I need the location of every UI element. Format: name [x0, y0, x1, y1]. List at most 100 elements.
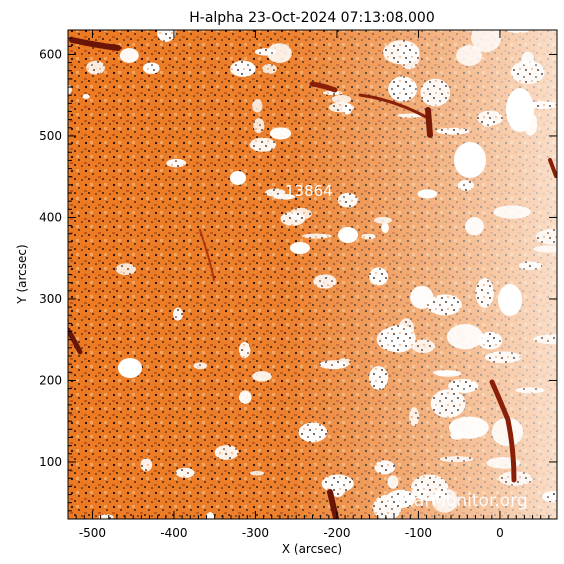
plage-patch: [439, 456, 474, 463]
plage-patch: [290, 242, 310, 254]
plage-patch: [193, 362, 208, 370]
plage-patch: [172, 307, 184, 321]
plage-patch: [369, 267, 389, 286]
plage-patch: [506, 88, 534, 132]
dark-filaments: [68, 37, 557, 519]
x-tick-label: -100: [405, 526, 432, 540]
plage-patch: [493, 205, 531, 219]
plage-patch: [313, 274, 337, 289]
plage-patch: [507, 30, 529, 33]
plage-patch: [289, 207, 312, 220]
plage-patch: [157, 30, 176, 42]
plage-patch: [214, 445, 239, 460]
plage-patch: [397, 113, 424, 118]
plage-patch: [518, 261, 543, 271]
x-tick-label: -500: [79, 526, 106, 540]
plage-patch: [381, 222, 389, 234]
plage-patch: [206, 512, 215, 519]
plage-patch: [475, 277, 494, 308]
plage-patch: [477, 110, 503, 126]
plage-patch: [328, 102, 355, 113]
plage-patch: [411, 339, 436, 353]
plage-patch: [338, 357, 351, 367]
plage-patch: [383, 40, 420, 65]
plage-patch: [252, 99, 263, 113]
plage-patch: [267, 43, 292, 63]
x-tick-label: -400: [160, 526, 187, 540]
x-axis: -500 -400 -300 -200 -100 0: [67, 30, 558, 540]
y-tick-label: 200: [39, 373, 62, 387]
y-tick-label: 300: [39, 292, 62, 306]
plage-patch: [252, 371, 272, 382]
plage-patch: [498, 284, 522, 316]
plage-patch: [119, 48, 139, 63]
plage-patch: [387, 475, 399, 489]
plage-patch: [249, 137, 277, 152]
plage-patch: [82, 94, 90, 99]
plage-patch: [86, 60, 106, 75]
plage-patch: [435, 370, 462, 377]
plage-patch: [471, 30, 502, 53]
plage-patch: [142, 62, 160, 74]
plage-patch: [535, 228, 557, 245]
x-tick-label: -300: [242, 526, 269, 540]
plage-patch: [448, 378, 479, 394]
y-axis-label: Y (arcsec): [15, 244, 29, 304]
plage-patch: [416, 482, 427, 496]
plage-patch: [381, 328, 414, 334]
plage-patch: [542, 490, 557, 503]
plage-patch: [533, 245, 557, 253]
plage-patch: [427, 294, 462, 316]
plage-patch: [140, 458, 153, 472]
x-tick-label: 0: [496, 526, 504, 540]
plage-patch: [238, 341, 251, 359]
plage-patch: [454, 142, 486, 178]
plage-patch: [409, 407, 419, 427]
plage-patch: [420, 78, 451, 107]
plage-patch: [273, 193, 296, 200]
plage-patch: [361, 233, 376, 240]
y-tick-label: 100: [39, 455, 62, 469]
plage-patch: [373, 216, 392, 224]
x-axis-label: X (arcsec): [282, 542, 342, 556]
plage-patch: [301, 233, 332, 239]
plage-patch: [477, 331, 503, 350]
plage-patch: [465, 217, 484, 236]
plage-patch: [456, 45, 483, 66]
plage-patch: [510, 60, 545, 85]
region-label: 13864: [285, 182, 333, 200]
plage-patch: [230, 60, 256, 77]
y-axis: 100 200 300 400 500 600: [39, 29, 557, 512]
plage-patch: [253, 118, 265, 134]
plage-patch: [446, 324, 484, 350]
plage-patch: [521, 51, 534, 67]
y-tick-label: 500: [39, 129, 62, 143]
plage-patch: [98, 514, 114, 519]
x-tick-label: -200: [323, 526, 350, 540]
y-tick-label: 400: [39, 210, 62, 224]
plage-patch: [388, 76, 418, 102]
plage-patch: [369, 366, 389, 390]
plage-patch: [230, 171, 246, 185]
plage-patch: [515, 387, 545, 394]
plage-patch: [527, 101, 557, 109]
plage-patch: [372, 494, 402, 519]
plage-patch: [269, 127, 292, 140]
plage-patch: [484, 351, 522, 364]
bright-plage-regions: [68, 30, 557, 519]
plage-patch: [430, 389, 466, 418]
plage-patch: [118, 358, 142, 378]
plage-patch: [262, 63, 277, 74]
plage-patch: [450, 430, 465, 440]
plage-patch: [254, 48, 277, 56]
plage-patch: [238, 390, 252, 404]
plage-patch: [321, 474, 354, 493]
plage-patch: [166, 158, 187, 168]
plage-patch: [337, 192, 358, 208]
plage-patch: [175, 467, 195, 478]
plage-patch: [249, 470, 265, 476]
plage-patch: [491, 417, 524, 447]
plage-patch: [298, 422, 328, 443]
plage-patch: [331, 94, 352, 104]
